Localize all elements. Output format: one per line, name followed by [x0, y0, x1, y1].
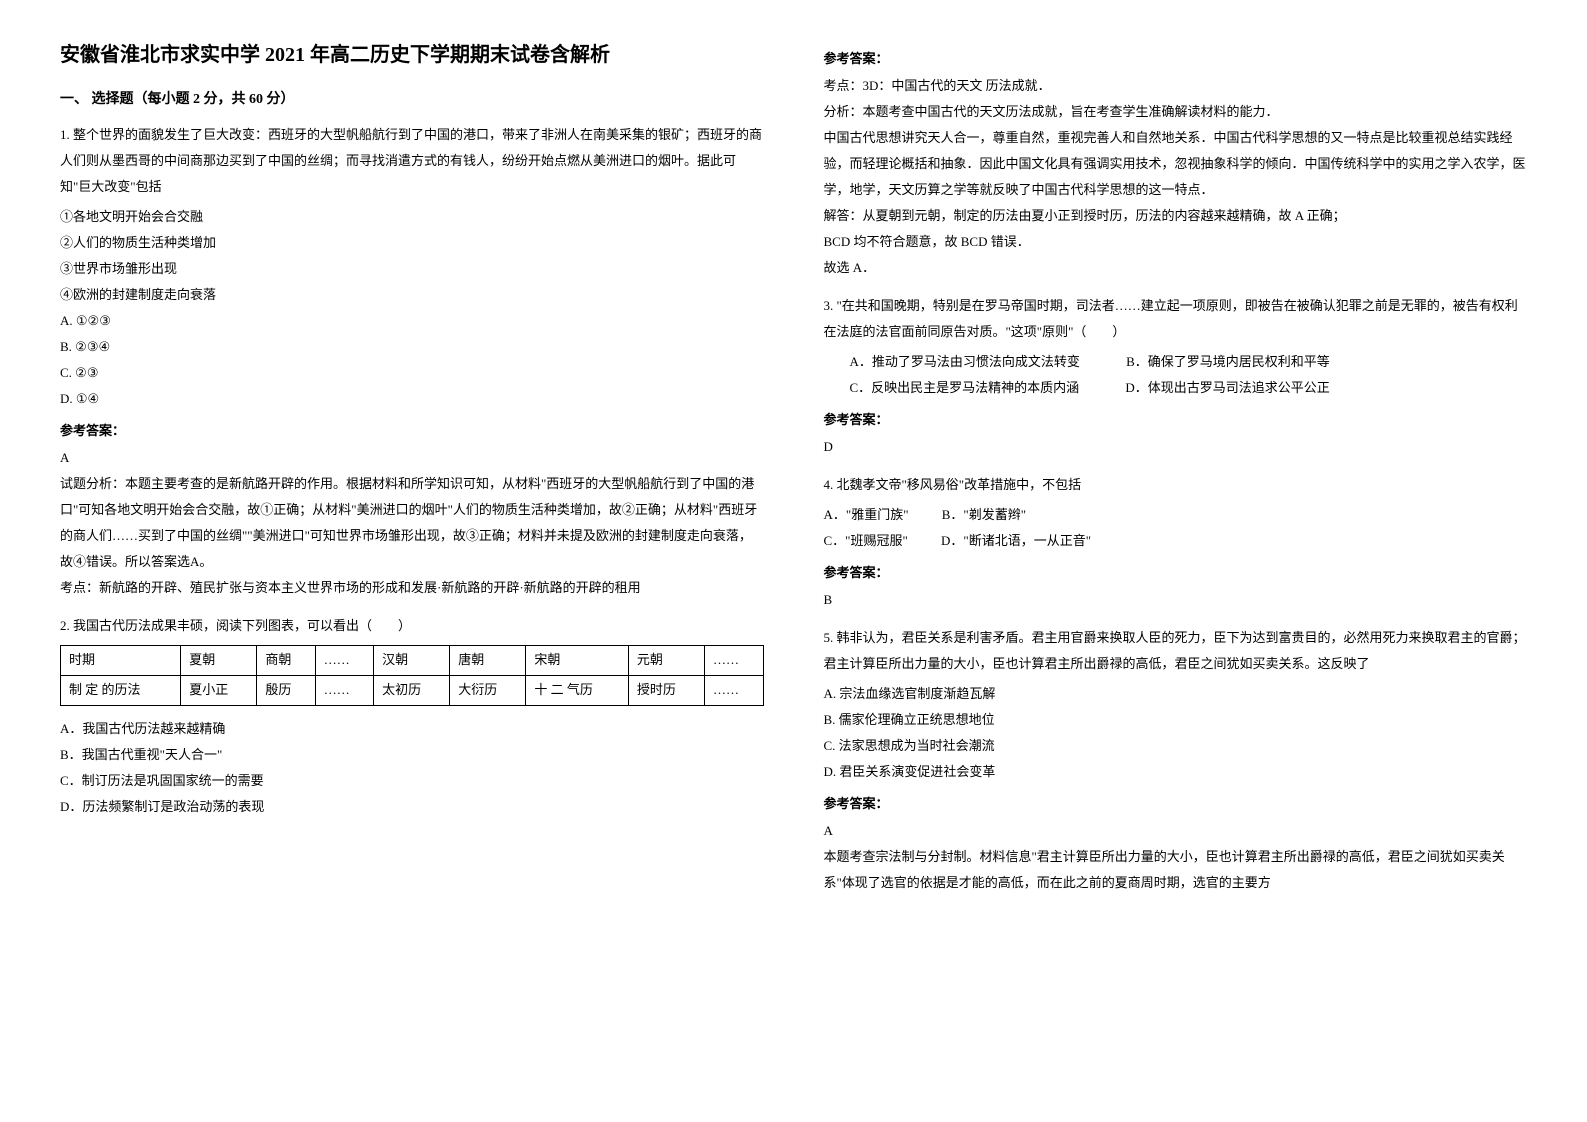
q2-option-a: A．我国古代历法越来越精确 [60, 716, 764, 742]
q1-answer-label: 参考答案： [60, 420, 764, 439]
q4-answer: B [824, 587, 1528, 613]
table-cell: 夏朝 [181, 646, 257, 676]
left-column: 安徽省淮北市求实中学 2021 年高二历史下学期期末试卷含解析 一、 选择题（每… [60, 40, 764, 908]
table-cell: …… [315, 675, 373, 705]
q3-option-c: C．反映出民主是罗马法精神的本质内涵 [837, 375, 1080, 401]
q2-p2: BCD 均不符合题意，故 BCD 错误． [824, 229, 1528, 255]
q3-options-row2: C．反映出民主是罗马法精神的本质内涵 D．体现出古罗马司法追求公平公正 [824, 375, 1528, 401]
q5-option-c: C. 法家思想成为当时社会潮流 [824, 733, 1528, 759]
q4-option-a: A．"雅重门族" [824, 502, 909, 528]
q3-answer: D [824, 434, 1528, 460]
q2-jieda: 解答：从夏朝到元朝，制定的历法由夏小正到授时历，历法的内容越来越精确，故 A 正… [824, 203, 1528, 229]
question-1: 1. 整个世界的面貌发生了巨大改变：西班牙的大型帆船航行到了中国的港口，带来了非… [60, 122, 764, 601]
q2-option-c: C．制订历法是巩固国家统一的需要 [60, 768, 764, 794]
q1-option-b: B. ②③④ [60, 334, 764, 360]
q3-option-b: B．确保了罗马境内居民权利和平等 [1113, 349, 1330, 375]
q1-option-c: C. ②③ [60, 360, 764, 386]
q5-option-b: B. 儒家伦理确立正统思想地位 [824, 707, 1528, 733]
table-cell: 宋朝 [526, 646, 629, 676]
q1-cond-1: ①各地文明开始会合交融 [60, 204, 764, 230]
table-cell: 汉朝 [374, 646, 450, 676]
q2-answer-label: 参考答案： [824, 48, 1528, 67]
q1-option-a: A. ①②③ [60, 308, 764, 334]
q2-option-b: B．我国古代重视"天人合一" [60, 742, 764, 768]
q1-cond-3: ③世界市场雏形出现 [60, 256, 764, 282]
table-cell: 元朝 [628, 646, 704, 676]
question-4: 4. 北魏孝文帝"移风易俗"改革措施中，不包括 A．"雅重门族" B．"剃发蓄辫… [824, 472, 1528, 613]
table-cell: 十 二 气历 [526, 675, 629, 705]
q2-p1: 中国古代思想讲究天人合一，尊重自然，重视完善人和自然地关系．中国古代科学思想的又… [824, 125, 1528, 203]
q1-explain: 试题分析：本题主要考查的是新航路开辟的作用。根据材料和所学知识可知，从材料"西班… [60, 471, 764, 575]
page-container: 安徽省淮北市求实中学 2021 年高二历史下学期期末试卷含解析 一、 选择题（每… [60, 40, 1527, 908]
question-2-answer: 参考答案： 考点：3D：中国古代的天文 历法成就． 分析：本题考查中国古代的天文… [824, 48, 1528, 281]
q4-option-c: C．"班赐冠服" [824, 528, 908, 554]
q5-answer: A [824, 818, 1528, 844]
q5-explain: 本题考查宗法制与分封制。材料信息"君主计算臣所出力量的大小，臣也计算君主所出爵禄… [824, 844, 1528, 896]
question-3: 3. "在共和国晚期，特别是在罗马帝国时期，司法者……建立起一项原则，即被告在被… [824, 293, 1528, 460]
table-cell: 大衍历 [450, 675, 526, 705]
q2-p3: 故选 A． [824, 255, 1528, 281]
table-row: 时期 夏朝 商朝 …… 汉朝 唐朝 宋朝 元朝 …… [61, 646, 764, 676]
table-cell: …… [705, 675, 763, 705]
q4-option-d: D．"断诸北语，一从正音" [941, 528, 1091, 554]
q1-option-d: D. ①④ [60, 386, 764, 412]
q3-option-d: D．体现出古罗马司法追求公平公正 [1112, 375, 1329, 401]
q1-answer: A [60, 445, 764, 471]
table-cell: 制 定 的历法 [61, 675, 181, 705]
table-cell: 授时历 [628, 675, 704, 705]
table-cell: 唐朝 [450, 646, 526, 676]
right-column: 参考答案： 考点：3D：中国古代的天文 历法成就． 分析：本题考查中国古代的天文… [824, 40, 1528, 908]
q5-option-d: D. 君臣关系演变促进社会变革 [824, 759, 1528, 785]
q1-cond-2: ②人们的物质生活种类增加 [60, 230, 764, 256]
q2-kaodian: 考点：3D：中国古代的天文 历法成就． [824, 73, 1528, 99]
q2-stem: 2. 我国古代历法成果丰硕，阅读下列图表，可以看出（ ） [60, 613, 764, 639]
table-cell: …… [315, 646, 373, 676]
q5-stem: 5. 韩非认为，君臣关系是利害矛盾。君主用官爵来换取人臣的死力，臣下为达到富贵目… [824, 625, 1528, 677]
q2-table: 时期 夏朝 商朝 …… 汉朝 唐朝 宋朝 元朝 …… 制 定 的历法 夏小正 殷… [60, 645, 764, 706]
q4-option-b: B．"剃发蓄辫" [942, 502, 1026, 528]
q3-answer-label: 参考答案： [824, 409, 1528, 428]
table-cell: 时期 [61, 646, 181, 676]
question-5: 5. 韩非认为，君臣关系是利害矛盾。君主用官爵来换取人臣的死力，臣下为达到富贵目… [824, 625, 1528, 896]
q4-options-row2: C．"班赐冠服" D．"断诸北语，一从正音" [824, 528, 1528, 554]
q1-stem: 1. 整个世界的面貌发生了巨大改变：西班牙的大型帆船航行到了中国的港口，带来了非… [60, 122, 764, 200]
q3-stem: 3. "在共和国晚期，特别是在罗马帝国时期，司法者……建立起一项原则，即被告在被… [824, 293, 1528, 345]
table-cell: 商朝 [257, 646, 315, 676]
table-cell: 夏小正 [181, 675, 257, 705]
q4-stem: 4. 北魏孝文帝"移风易俗"改革措施中，不包括 [824, 472, 1528, 498]
q3-options-row1: A．推动了罗马法由习惯法向成文法转变 B．确保了罗马境内居民权利和平等 [824, 349, 1528, 375]
table-cell: 太初历 [374, 675, 450, 705]
q3-option-a: A．推动了罗马法由习惯法向成文法转变 [837, 349, 1080, 375]
q2-option-d: D．历法频繁制订是政治动荡的表现 [60, 794, 764, 820]
q5-option-a: A. 宗法血缘选官制度渐趋瓦解 [824, 681, 1528, 707]
section-1-header: 一、 选择题（每小题 2 分，共 60 分） [60, 88, 764, 108]
q1-cond-4: ④欧洲的封建制度走向衰落 [60, 282, 764, 308]
table-row: 制 定 的历法 夏小正 殷历 …… 太初历 大衍历 十 二 气历 授时历 …… [61, 675, 764, 705]
q4-answer-label: 参考答案： [824, 562, 1528, 581]
q1-kaodian: 考点：新航路的开辟、殖民扩张与资本主义世界市场的形成和发展·新航路的开辟·新航路… [60, 575, 764, 601]
table-cell: …… [705, 646, 763, 676]
q2-fenxi: 分析：本题考查中国古代的天文历法成就，旨在考查学生准确解读材料的能力． [824, 99, 1528, 125]
exam-title: 安徽省淮北市求实中学 2021 年高二历史下学期期末试卷含解析 [60, 40, 764, 70]
table-cell: 殷历 [257, 675, 315, 705]
q5-answer-label: 参考答案： [824, 793, 1528, 812]
q4-options-row1: A．"雅重门族" B．"剃发蓄辫" [824, 502, 1528, 528]
question-2: 2. 我国古代历法成果丰硕，阅读下列图表，可以看出（ ） 时期 夏朝 商朝 ……… [60, 613, 764, 820]
